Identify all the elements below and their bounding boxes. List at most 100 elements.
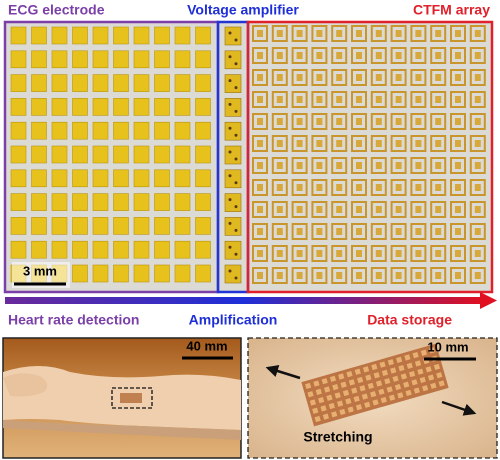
patch-cell — [322, 413, 330, 420]
ctfm-core — [257, 74, 263, 81]
ctfm-core — [375, 30, 382, 37]
ecg-pad — [10, 217, 27, 235]
amplifier-cell — [224, 50, 242, 70]
ctfm-cell — [410, 157, 427, 174]
ecg-pad — [133, 26, 150, 45]
ecg-pad — [133, 264, 150, 283]
ecg-pad — [133, 145, 150, 164]
ctfm-core — [257, 140, 263, 147]
ctfm-core — [257, 206, 263, 213]
ctfm-core — [474, 140, 481, 147]
patch-cell — [361, 393, 368, 400]
ctfm-cell — [252, 201, 268, 218]
ctfm-core — [395, 272, 402, 279]
ctfm-cell — [271, 201, 288, 218]
ctfm-cell — [410, 91, 427, 108]
flow-arrow-head — [480, 292, 497, 309]
ctfm-cell — [252, 135, 268, 152]
ctfm-cell — [331, 91, 348, 108]
patch-cell — [397, 392, 404, 399]
ctfm-cell — [469, 157, 486, 174]
ctfm-core — [296, 96, 303, 103]
ctfm-cell — [410, 135, 427, 152]
ctfm-core — [375, 184, 382, 191]
ctfm-cell — [291, 135, 308, 152]
ctfm-cell — [469, 69, 486, 86]
ctfm-core — [415, 250, 422, 257]
patch-cell — [388, 394, 396, 401]
ctfm-cell — [252, 267, 268, 284]
ctfm-cell — [271, 157, 288, 174]
ctfm-core — [356, 30, 362, 37]
amplifier-dot — [228, 79, 232, 83]
ecg-pad — [113, 98, 129, 116]
ctfm-cell — [469, 267, 486, 284]
amplifier-dot — [234, 157, 238, 161]
ctfm-core — [395, 30, 402, 37]
ctfm-core — [435, 272, 442, 279]
ctfm-cell — [252, 91, 268, 108]
ctfm-cell — [291, 113, 308, 130]
ctfm-cell — [430, 157, 447, 174]
ctfm-cell — [252, 113, 268, 130]
patch-cell — [420, 349, 428, 356]
ctfm-core — [356, 52, 362, 59]
patch-cell — [380, 396, 387, 404]
ctfm-core — [375, 250, 382, 257]
ctfm-core — [375, 140, 382, 147]
ecg-pad — [174, 26, 191, 45]
amplifier-dot — [228, 126, 232, 130]
patch-cell — [309, 399, 317, 406]
ctfm-core — [474, 206, 481, 213]
patch-cell — [378, 388, 385, 395]
ctfm-cell — [430, 25, 447, 42]
ecg-pad — [195, 264, 211, 283]
ecg-pad — [133, 193, 150, 211]
patch-cell — [372, 399, 379, 406]
stretch-scale-label: 10 mm — [427, 339, 468, 354]
ctfm-cell — [331, 25, 348, 42]
ctfm-cell — [370, 245, 387, 262]
ecg-pad — [51, 217, 68, 235]
ctfm-core — [435, 52, 442, 59]
ctfm-cell — [351, 113, 367, 130]
ecg-pad — [72, 98, 88, 116]
ctfm-cell — [450, 69, 466, 86]
ecg-pad — [154, 240, 170, 259]
ctfm-cell — [450, 135, 466, 152]
ctfm-cell — [291, 223, 308, 240]
ctfm-core — [415, 184, 422, 191]
ctfm-core — [276, 118, 283, 125]
amplifier-dot — [234, 181, 238, 185]
patch-cell — [315, 388, 322, 395]
amplifier-dot — [234, 252, 238, 256]
patch-cell — [405, 389, 412, 397]
amplifier-cell — [224, 121, 242, 141]
ctfm-cell — [410, 69, 427, 86]
ctfm-cell — [469, 91, 486, 108]
patch-cell — [381, 369, 389, 376]
ecg-pad — [195, 217, 211, 235]
ctfm-cell — [390, 113, 407, 130]
amplifier-dot — [234, 38, 238, 42]
ecg-pad — [51, 193, 68, 211]
patch-cell — [348, 379, 355, 386]
ctfm-cell — [331, 267, 348, 284]
ctfm-core — [296, 74, 303, 81]
ecg-pad — [92, 169, 109, 188]
stretched-device — [301, 343, 449, 427]
ctfm-cell — [370, 25, 387, 42]
ctfm-cell — [430, 69, 447, 86]
ecg-pad — [92, 217, 109, 235]
ecg-pad — [10, 26, 27, 45]
patch-cell — [320, 405, 327, 412]
patch-cell — [413, 387, 420, 394]
ctfm-cell — [370, 201, 387, 218]
ecg-pad — [133, 217, 150, 235]
ctfm-cell — [271, 91, 288, 108]
ctfm-cell — [370, 267, 387, 284]
amplifier-dot — [228, 102, 232, 106]
patch-cell — [334, 392, 341, 399]
ctfm-cell — [252, 69, 268, 86]
patch-cell — [425, 366, 432, 373]
